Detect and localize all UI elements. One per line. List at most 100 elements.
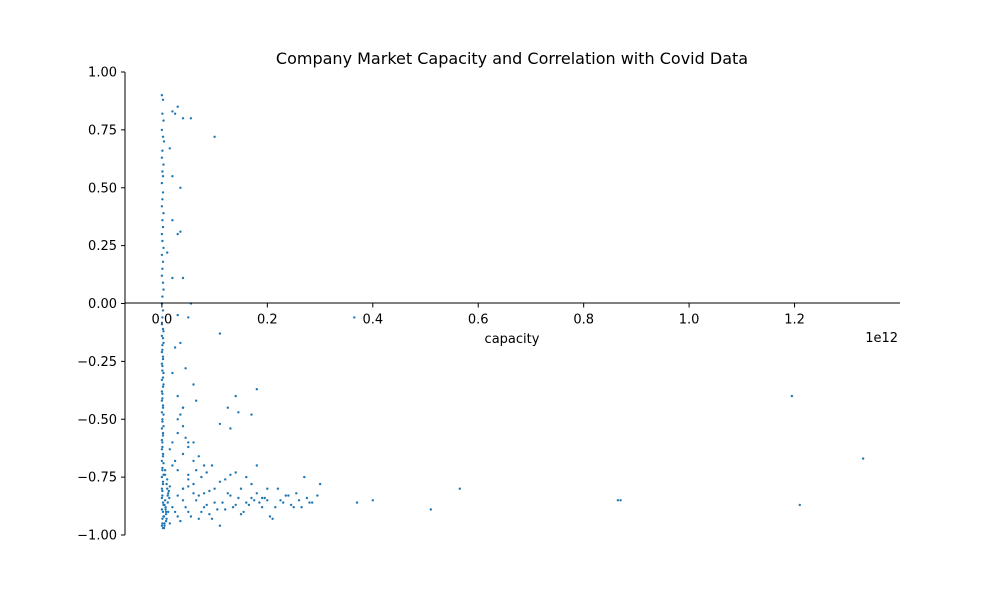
data-point [161,376,165,379]
data-point [161,112,164,115]
x-axis-label: capacity [485,332,540,347]
data-point [168,147,171,150]
data-point [371,499,374,502]
data-point [260,506,264,509]
data-point [237,496,240,500]
data-point [179,230,182,233]
data-point [171,506,174,509]
data-point [297,499,301,502]
data-point [229,473,232,476]
data-point [181,487,185,490]
data-point [161,445,164,449]
data-point [187,316,190,319]
data-point [171,371,174,375]
data-point [161,267,164,270]
data-point [160,350,164,354]
data-point [245,501,248,504]
data-point [284,494,287,497]
x-tick-label: 0.4 [362,313,383,328]
data-point [258,501,261,504]
data-point [167,510,170,514]
x-tick-label: 1.0 [679,313,700,328]
data-point [224,478,227,481]
data-point [187,485,190,488]
data-point [161,452,165,456]
data-point [274,506,277,509]
data-point [160,205,164,208]
data-point [163,503,166,507]
data-point [202,492,206,495]
data-point [179,341,182,345]
data-point [173,112,177,115]
data-point [221,501,224,504]
data-point [160,524,164,527]
data-point [247,503,251,507]
data-point [160,411,164,414]
data-point [216,508,219,511]
data-point [168,485,171,488]
data-point [197,494,200,497]
data-point [168,522,171,525]
data-point [184,436,187,439]
data-point [161,295,164,298]
data-point [162,212,165,215]
data-point [161,357,165,361]
data-point [161,309,165,312]
x-axis-offset-label: 1e12 [865,331,898,346]
data-point [181,452,185,456]
data-point [162,288,165,291]
data-point [187,478,190,481]
data-point [255,464,258,467]
y-tick-label: 0.50 [88,181,117,196]
data-point [160,334,164,338]
y-ticks: −1.00 −0.75 −0.50 −0.25 0.00 0.25 0.50 0.75 1.00 [77,66,125,544]
data-point [168,448,171,451]
data-point [187,445,190,449]
data-point [218,422,222,426]
data-point [160,323,164,326]
data-point [160,508,164,511]
data-point [163,473,167,476]
data-point [161,260,165,263]
data-point [161,392,164,395]
data-point [161,369,164,372]
data-point [192,383,195,386]
data-point [176,232,179,236]
data-point [289,503,293,507]
data-point [161,225,165,229]
data-point [164,513,168,516]
data-point [187,441,190,444]
data-point [229,494,232,497]
data-point [226,492,229,495]
data-point [161,420,164,423]
data-point [250,482,253,486]
data-point [234,503,237,507]
data-point [213,135,216,138]
data-point [287,494,290,497]
data-point [161,466,164,470]
data-point [160,378,164,382]
data-point [163,499,167,502]
data-point [179,519,182,523]
data-point [161,316,164,319]
data-point [253,499,256,502]
data-point [166,494,169,497]
data-point [162,383,165,386]
data-point [161,198,164,201]
data-point [305,496,309,500]
data-point [160,274,164,277]
data-point [161,404,165,407]
data-point [160,390,164,393]
data-point [192,459,195,463]
data-point [213,487,216,490]
data-point [161,517,164,520]
data-point [619,499,622,502]
data-point [790,394,794,398]
data-point [231,506,235,509]
data-point [161,434,165,437]
data-point [161,431,165,435]
data-point [166,251,169,254]
data-point [161,482,165,486]
data-point [162,515,166,518]
data-point [162,462,165,465]
